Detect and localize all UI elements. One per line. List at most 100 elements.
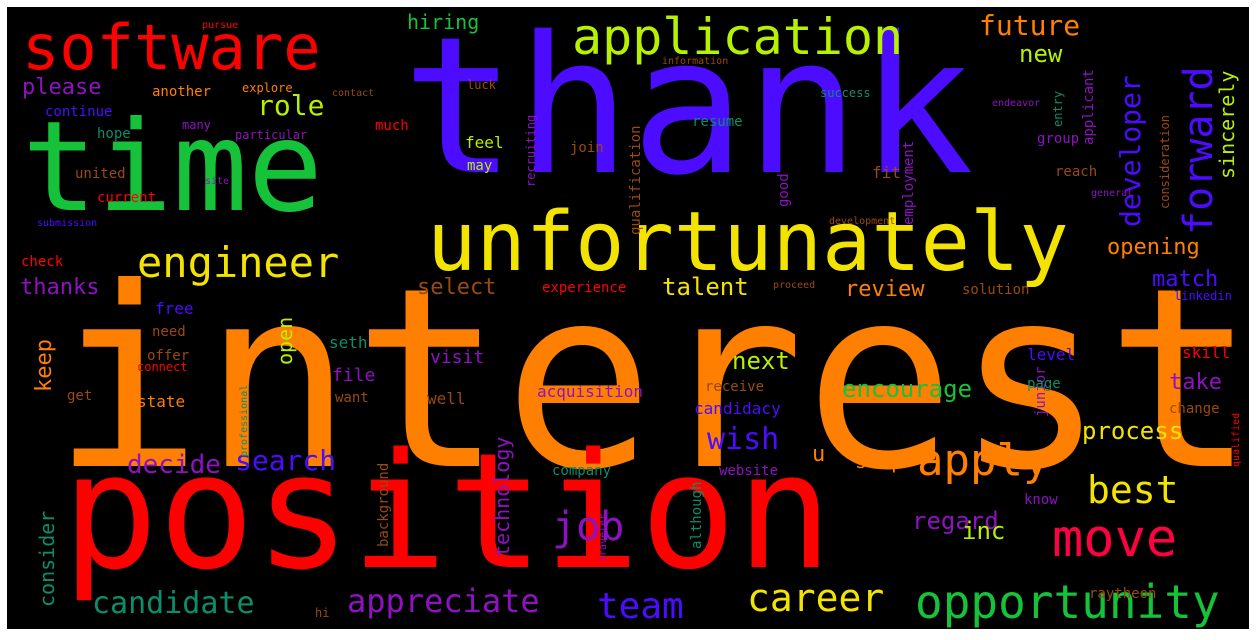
word-want: want bbox=[335, 390, 369, 406]
word-visit: visit bbox=[430, 347, 485, 368]
word-hiring: hiring bbox=[407, 10, 480, 34]
word-good: good bbox=[776, 173, 792, 207]
word-united: united bbox=[75, 166, 126, 182]
word-consider: consider bbox=[35, 510, 59, 607]
word-new: new bbox=[1019, 40, 1063, 68]
word-application: application bbox=[572, 8, 904, 66]
word-professional: professional bbox=[239, 384, 250, 457]
word-proceed: proceed bbox=[773, 280, 816, 291]
word-solution: solution bbox=[962, 282, 1030, 298]
word-wish: wish bbox=[707, 422, 780, 457]
word-receive: receive bbox=[705, 379, 765, 395]
word-forward: forward bbox=[1176, 66, 1222, 235]
word-regard: regard bbox=[912, 507, 999, 535]
word-unfortunately: unfortunately bbox=[427, 195, 1069, 290]
word-general: general bbox=[1091, 188, 1134, 199]
word-developer: developer bbox=[1114, 75, 1147, 227]
word-page: page bbox=[1027, 376, 1061, 392]
word-particular: particular bbox=[235, 128, 308, 142]
word-apply: apply bbox=[917, 435, 1050, 486]
word-hi: hi bbox=[315, 606, 330, 620]
word-match: match bbox=[1152, 267, 1219, 292]
word-seth: seth bbox=[329, 333, 368, 352]
word-software: software bbox=[22, 11, 321, 84]
word-development: development bbox=[829, 216, 896, 227]
word-talent: talent bbox=[662, 273, 749, 301]
word-group: group bbox=[1037, 131, 1080, 147]
word-future: future bbox=[979, 9, 1081, 42]
word-candidate: candidate bbox=[92, 586, 255, 621]
word-contact: contact bbox=[332, 88, 375, 99]
word-explore: explore bbox=[242, 81, 293, 95]
word-site: site bbox=[205, 176, 230, 187]
word-level: level bbox=[1027, 345, 1076, 364]
word-interest: interest bbox=[52, 234, 1249, 525]
word-much: much bbox=[375, 118, 409, 134]
word-endeavor: endeavor bbox=[992, 98, 1041, 109]
word-information: information bbox=[662, 56, 729, 67]
word-keep: keep bbox=[32, 339, 57, 392]
word-opening: opening bbox=[1107, 235, 1200, 260]
word-technology: technology bbox=[490, 436, 514, 557]
word-recruiting: recruiting bbox=[524, 114, 538, 187]
word-job: job bbox=[552, 504, 625, 550]
word-candidacy: candidacy bbox=[694, 399, 781, 418]
word-step: step bbox=[855, 449, 904, 473]
word-free: free bbox=[155, 299, 194, 318]
word-resume: resume bbox=[692, 114, 743, 130]
word-entry: entry bbox=[1051, 90, 1065, 127]
word-sincerely: sincerely bbox=[1215, 70, 1239, 179]
word-check: check bbox=[21, 254, 64, 270]
word-current: current bbox=[97, 190, 157, 206]
word-know: know bbox=[1024, 492, 1058, 508]
word-need: need bbox=[152, 324, 186, 340]
word-decide: decide bbox=[127, 450, 221, 480]
word-another: another bbox=[152, 84, 212, 100]
word-acquisition: acquisition bbox=[537, 382, 643, 401]
word-next: next bbox=[732, 347, 790, 375]
word-opportunity: opportunity bbox=[915, 575, 1220, 629]
word-process: process bbox=[1082, 417, 1184, 445]
word-well: well bbox=[427, 389, 466, 408]
word-review: review bbox=[845, 277, 925, 302]
word-offer: offer bbox=[147, 348, 190, 364]
word-company: company bbox=[552, 463, 612, 479]
word-move: move bbox=[1052, 509, 1178, 569]
word-continue: continue bbox=[45, 104, 113, 120]
word-please: please bbox=[22, 75, 102, 100]
word-open: open bbox=[273, 316, 297, 365]
word-success: success bbox=[820, 86, 871, 100]
word-state: state bbox=[137, 392, 186, 411]
word-traveler: traveler bbox=[598, 513, 609, 562]
word-u: u bbox=[812, 442, 826, 467]
word-thank: thank bbox=[402, 7, 974, 217]
word-file: file bbox=[332, 365, 376, 386]
word-raytheon: raytheon bbox=[1089, 586, 1157, 602]
word-website: website bbox=[719, 463, 779, 479]
word-pursue: pursue bbox=[202, 20, 239, 31]
word-select: select bbox=[417, 275, 497, 300]
word-fit: fit bbox=[872, 163, 901, 182]
word-submission: submission bbox=[37, 218, 98, 229]
word-get: get bbox=[67, 388, 93, 404]
word-hope: hope bbox=[97, 126, 131, 142]
word-role: role bbox=[257, 89, 325, 122]
word-reach: reach bbox=[1055, 164, 1098, 180]
word-engineer: engineer bbox=[137, 238, 340, 287]
word-experience: experience bbox=[542, 280, 627, 296]
word-encourage: encourage bbox=[842, 375, 973, 403]
word-qualification: qualification bbox=[628, 125, 644, 235]
word-team: team bbox=[597, 586, 684, 627]
word-consideration: consideration bbox=[1158, 115, 1172, 209]
word-thanks: thanks bbox=[20, 275, 100, 300]
word-career: career bbox=[747, 576, 885, 620]
word-luck: luck bbox=[467, 78, 496, 92]
word-search: search bbox=[235, 444, 337, 477]
word-skill: skill bbox=[1182, 343, 1231, 362]
word-connect: connect bbox=[137, 360, 188, 374]
word-cloud: interest thank position time unfortunately so… bbox=[7, 7, 1249, 629]
word-linkedin: linkedin bbox=[1174, 289, 1232, 303]
word-position: position bbox=[62, 418, 833, 605]
word-employment: employment bbox=[901, 140, 917, 225]
word-background: background bbox=[376, 462, 392, 547]
